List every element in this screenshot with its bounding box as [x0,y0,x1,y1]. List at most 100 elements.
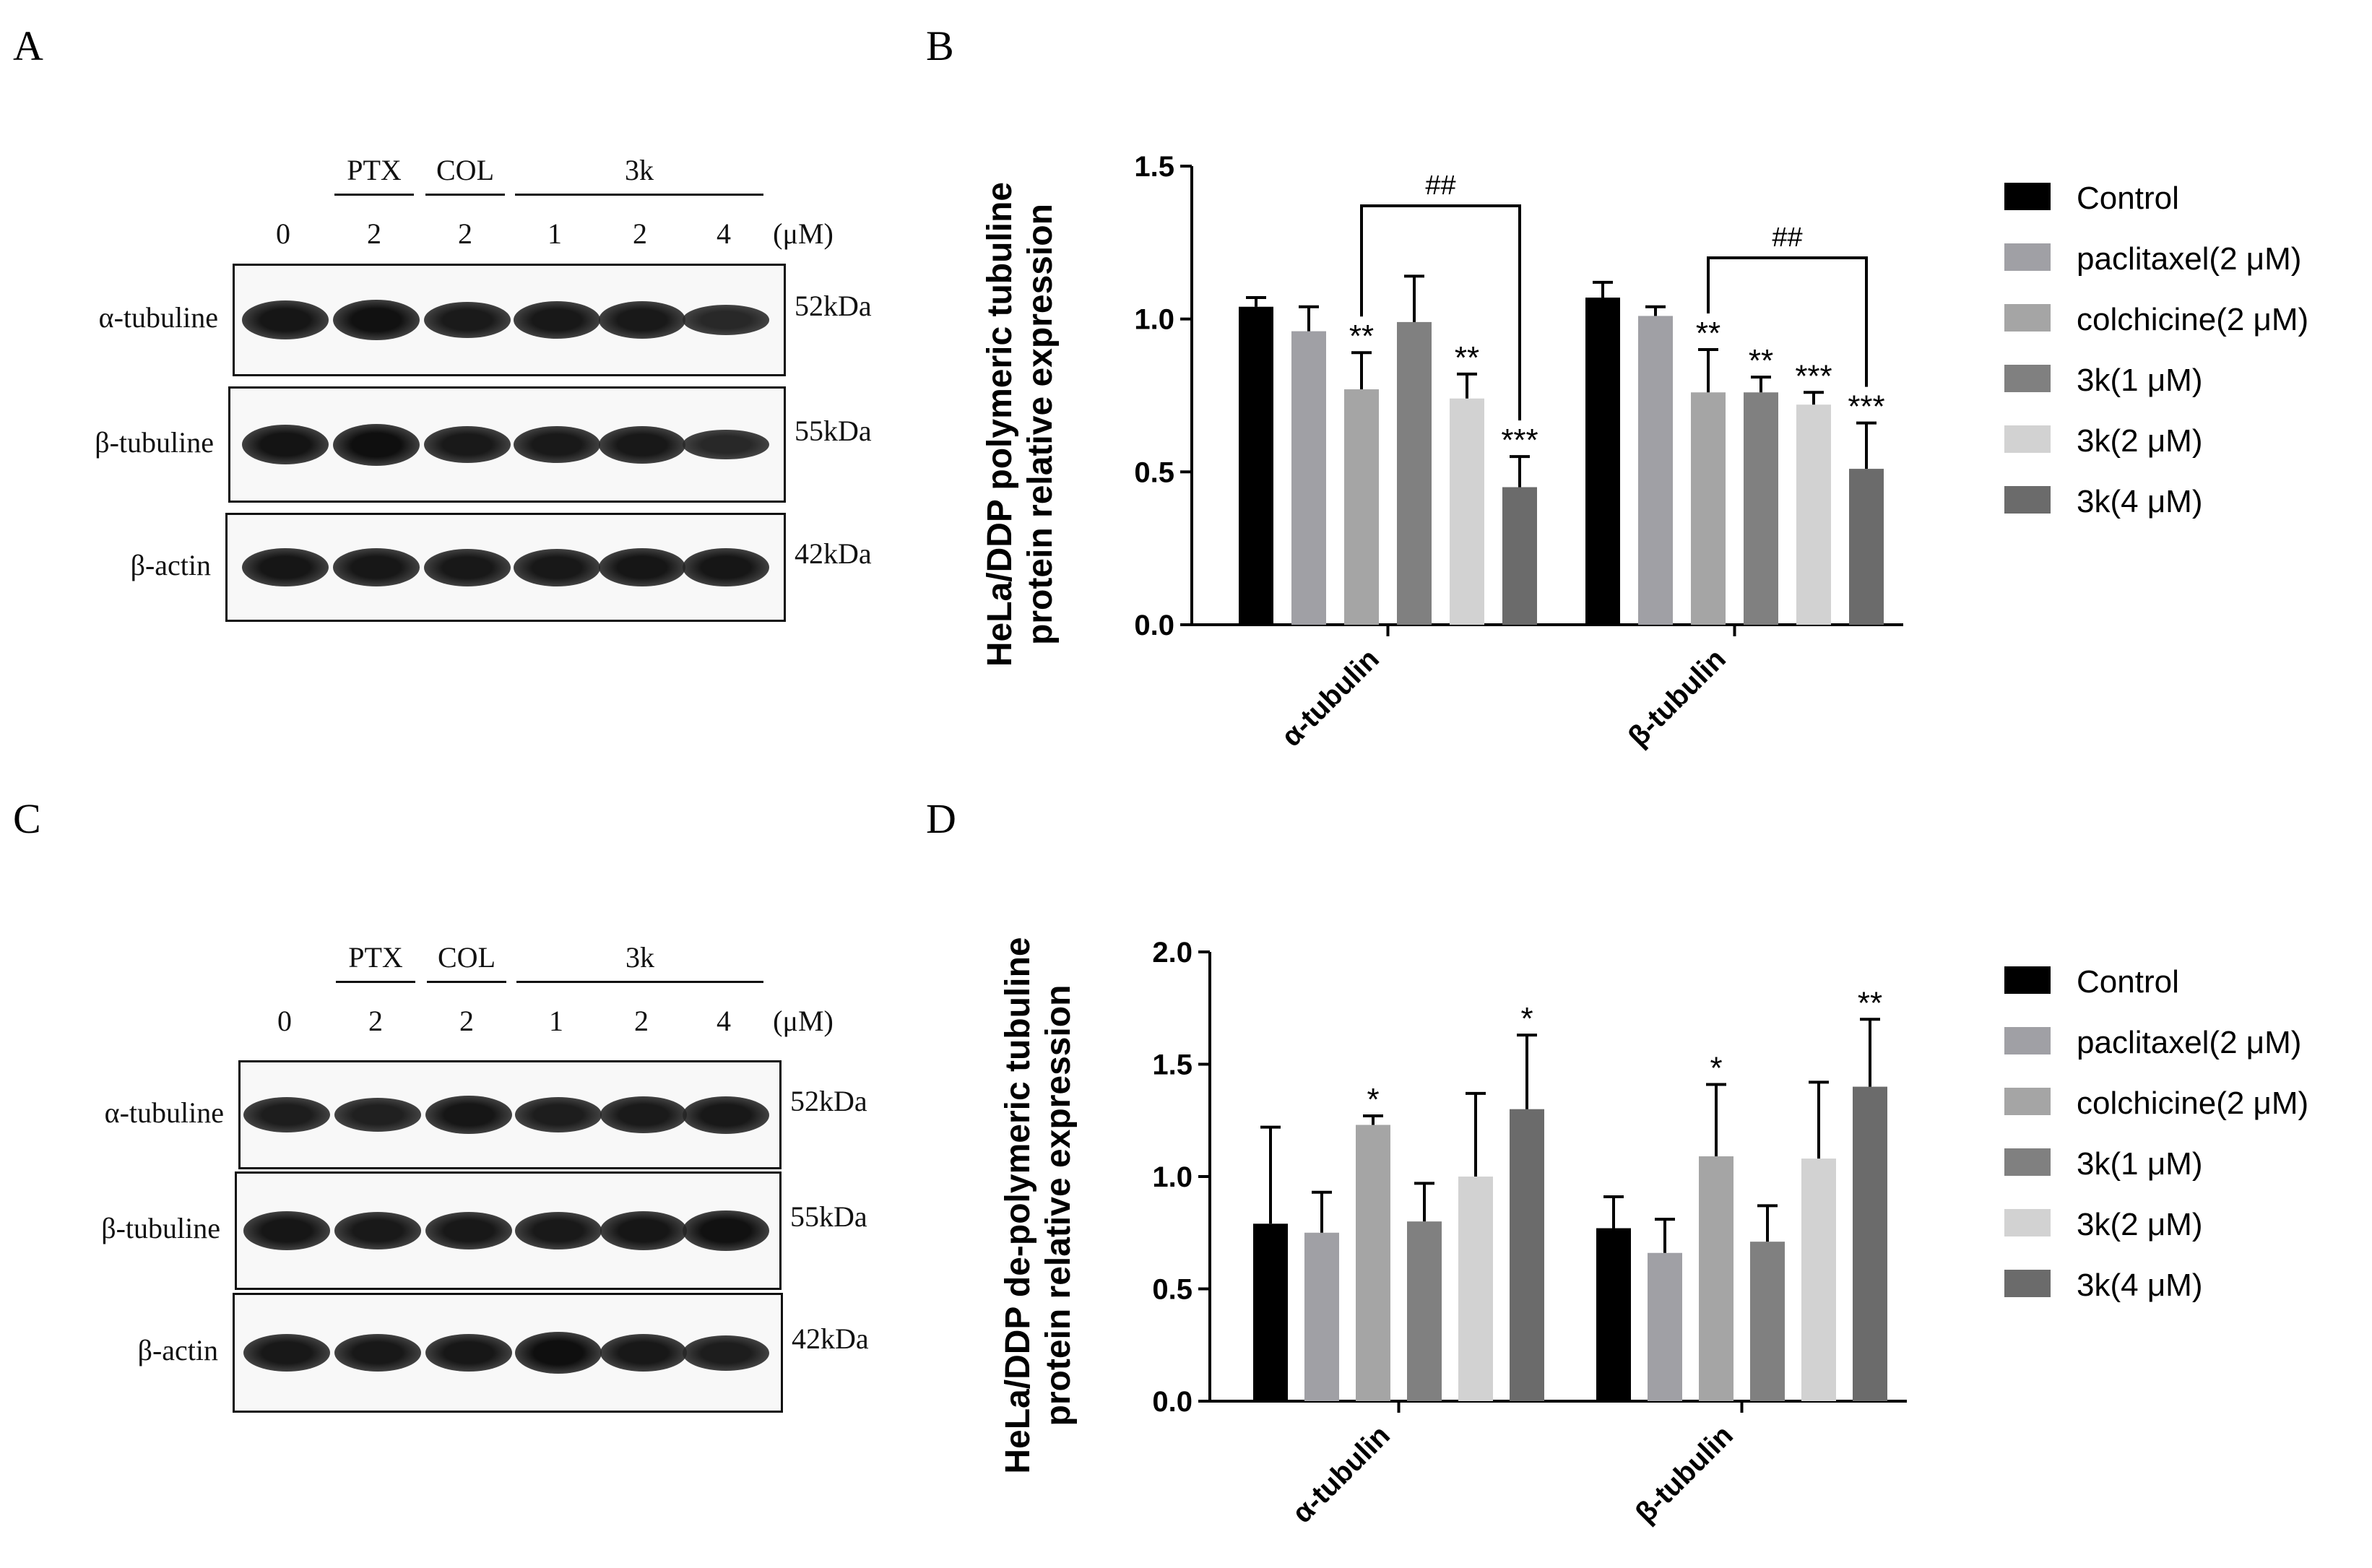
protein-band [334,1334,421,1372]
x-tick-label: α-tubulin [1286,1419,1396,1529]
significance-label: * [1367,1082,1379,1117]
protein-band [600,1334,687,1372]
protein-band [515,1332,602,1374]
protein-band [424,548,511,586]
bar [1291,331,1326,625]
protein-band [514,548,600,586]
bar [1253,1223,1288,1401]
legend-swatch [2004,365,2051,392]
lane-group-label: PTX [347,154,402,186]
lane-group-label: PTX [348,941,403,974]
panel-label-a: A [13,22,43,69]
bar [1458,1177,1493,1401]
bar [1744,392,1778,625]
protein-band [515,1097,602,1132]
comparison-bracket [1707,256,1868,387]
significance-label: * [1520,1001,1533,1036]
lane-group-underline [427,981,506,983]
legend-swatch [2004,1027,2051,1054]
comparison-bracket [1360,204,1521,421]
bar [1239,306,1273,625]
lane-group-label: COL [436,154,494,186]
lane-concentration-label: 2 [458,217,472,250]
significance-label: ** [1696,316,1720,351]
bar [1450,398,1484,625]
protein-band [334,1098,421,1132]
protein-band [599,425,685,464]
protein-band [333,423,420,466]
molecular-weight-label: 42kDa [795,537,872,570]
protein-band [243,1334,330,1372]
y-axis-title: HeLa/DDP de-polymeric tubuline [999,937,1037,1473]
lane-group-underline [516,981,763,983]
protein-band [600,1211,687,1250]
lane-group-underline [336,981,415,983]
protein-band [683,429,769,460]
molecular-weight-label: 52kDa [795,290,872,322]
protein-band [514,301,600,339]
legend-label: 3k(4 μM) [2077,1268,2202,1303]
bar [1356,1125,1390,1401]
y-tick-label: 1.5 [1152,1049,1193,1081]
x-tick-label: β-tubulin [1622,643,1732,753]
molecular-weight-label: 55kDa [790,1200,867,1233]
protein-band [599,547,685,587]
significance-label: ** [1455,340,1479,376]
legend-label: 3k(2 μM) [2077,1207,2202,1242]
protein-band [514,425,600,464]
lane-concentration-label: 0 [277,1005,292,1037]
blot-strip [235,1171,782,1290]
protein-band [515,1212,602,1249]
legend-label: 3k(2 μM) [2077,423,2202,459]
panel-label-b: B [926,22,954,69]
lane-concentration-label: 4 [717,1005,731,1037]
legend-label: colchicine(2 μM) [2077,302,2308,337]
bar [1596,1228,1631,1401]
protein-band [425,1333,512,1372]
unit-label: (μM) [773,1005,834,1037]
panel-label-c: C [13,795,41,842]
lane-concentration-label: 2 [459,1005,474,1037]
blot-strip [225,513,786,622]
legend-swatch [2004,1209,2051,1236]
bar [1699,1156,1733,1401]
legend-label: 3k(1 μM) [2077,363,2202,398]
y-tick-label: 0.0 [1134,610,1174,641]
protein-band [425,1095,512,1135]
lane-group-label: 3k [625,154,654,186]
y-axis-title: protein relative expression [1021,204,1060,645]
blot-row-label: α-tubuline [98,301,218,334]
lane-concentration-label: 1 [547,217,562,250]
lane-concentration-label: 2 [368,1005,383,1037]
legend-swatch [2004,1088,2051,1115]
bar [1502,487,1537,625]
protein-band [683,305,769,335]
protein-band [600,1096,687,1133]
y-tick-label: 2.0 [1152,937,1193,969]
protein-band [683,547,769,587]
bar [1750,1242,1785,1401]
y-tick-label: 0.5 [1152,1274,1193,1306]
protein-band [683,1096,769,1134]
protein-band [424,301,511,339]
legend-swatch [2004,486,2051,514]
legend-swatch [2004,966,2051,994]
x-tick-label: α-tubulin [1276,643,1385,753]
significance-label: * [1710,1050,1722,1086]
legend-label: Control [2077,964,2179,1000]
lane-group-underline [425,194,505,196]
legend-label: paclitaxel(2 μM) [2077,241,2301,277]
protein-band [333,299,420,341]
protein-band [334,1212,421,1249]
bar [1691,392,1726,625]
y-tick-label: 0.0 [1152,1386,1193,1418]
blot-strip [238,1060,782,1169]
protein-band [683,1335,769,1371]
comparison-label: ## [1425,170,1455,201]
legend-label: colchicine(2 μM) [2077,1086,2308,1121]
lane-group-underline [334,194,414,196]
lane-concentration-label: 2 [367,217,381,250]
y-tick-label: 1.0 [1152,1161,1193,1193]
molecular-weight-label: 55kDa [795,414,872,447]
lane-concentration-label: 0 [276,217,290,250]
